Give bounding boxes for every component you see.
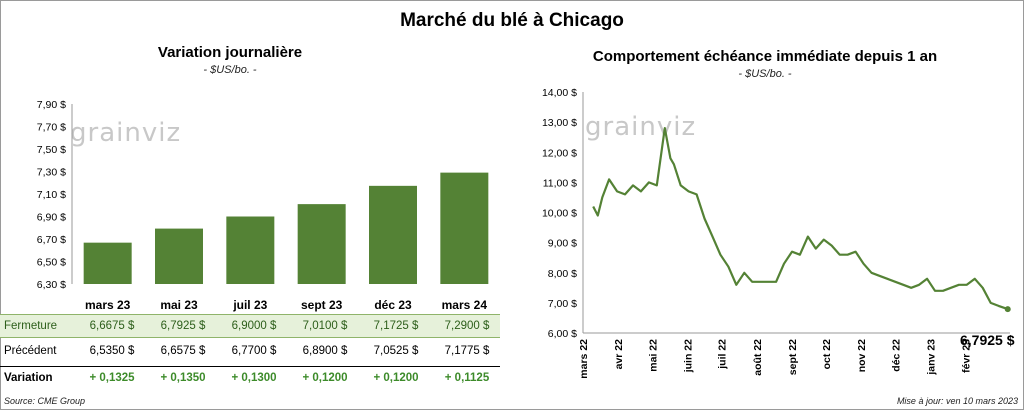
y-tick-label: 13,00 $	[542, 117, 577, 129]
y-tick-label: 7,90 $	[37, 99, 66, 111]
x-tick-label: mars 23	[85, 298, 131, 312]
y-tick-label: 7,10 $	[37, 189, 66, 201]
variation-cell: + 0,1125	[444, 372, 490, 384]
previous-cell: 7,0525 $	[373, 345, 419, 357]
y-tick-label: 7,50 $	[37, 144, 66, 156]
x-tick-label: sept 22	[787, 339, 799, 375]
previous-cell: 6,7700 $	[231, 345, 277, 357]
front-month-line-chart: 14,00 $ 13,00 $ 12,00 $ 11,00 $ 10,00 $ 9,00 …	[542, 87, 1011, 379]
daily-variation-bar-chart: 7,90 $ 7,70 $ 7,50 $ 7,30 $ 7,10 $ 6,90 $ 6,70…	[37, 99, 489, 312]
x-tick-label: juin 22	[682, 339, 694, 373]
x-tick-label: juil 23	[232, 298, 267, 312]
x-tick-label: déc 22	[890, 339, 902, 372]
variation-cell: + 0,1200	[373, 372, 419, 384]
y-tick-label: 12,00 $	[542, 147, 577, 159]
y-tick-label: 7,30 $	[37, 167, 66, 179]
x-tick-label: mai 22	[647, 339, 659, 372]
x-tick-label: mars 24	[442, 298, 488, 312]
x-tick-label: sept 23	[301, 298, 343, 312]
y-tick-label: 6,00 $	[548, 328, 577, 340]
x-tick-label: avr 22	[613, 339, 625, 370]
right-panel-title: Comportement échéance immédiate depuis 1…	[592, 48, 938, 65]
left-panel-title: Variation journalière	[157, 44, 303, 61]
y-tick-label: 7,70 $	[37, 122, 66, 134]
x-tick-label: janv 23	[926, 339, 938, 376]
y-tick-label: 8,00 $	[548, 268, 577, 280]
last-value-label: 6,7925 $	[960, 332, 1015, 348]
y-tick-label: 6,90 $	[37, 212, 66, 224]
price-line	[592, 126, 1009, 311]
y-tick-label: 10,00 $	[542, 208, 577, 220]
close-cell: 7,1725 $	[373, 320, 419, 332]
bar	[83, 242, 132, 284]
x-tick-label: oct 22	[821, 339, 833, 370]
close-cell: 7,2900 $	[444, 320, 490, 332]
bar	[297, 204, 346, 284]
close-cell: 6,9000 $	[231, 320, 277, 332]
row-label-close: Fermeture	[4, 320, 58, 332]
update-note: Mise à jour: ven 10 mars 2023	[896, 396, 1018, 406]
x-tick-label: mars 22	[578, 339, 590, 379]
y-tick-label: 14,00 $	[542, 87, 577, 99]
last-point	[1004, 306, 1011, 313]
x-tick-label: août 22	[752, 339, 764, 376]
grainviz-watermark-right: grainviz	[585, 112, 697, 142]
table-row-close: Fermeture 6,6675 $ 6,7925 $ 6,9000 $ 7,0…	[0, 314, 500, 338]
bar	[226, 216, 275, 284]
y-tick-label: 6,50 $	[37, 257, 66, 269]
right-panel-subtitle: - $US/bo. -	[738, 68, 792, 80]
y-tick-label: 6,30 $	[37, 279, 66, 291]
table-row-previous: Précédent 6,5350 $ 6,6575 $ 6,7700 $ 6,8…	[0, 340, 500, 364]
y-tick-label: 9,00 $	[548, 238, 577, 250]
source-note: Source: CME Group	[4, 396, 86, 406]
previous-cell: 6,5350 $	[89, 345, 135, 357]
close-cell: 6,6675 $	[89, 320, 135, 332]
previous-cell: 7,1775 $	[444, 345, 490, 357]
left-panel-subtitle: - $US/bo. -	[203, 64, 257, 76]
y-tick-label: 11,00 $	[543, 177, 577, 189]
grainviz-watermark-left: grainviz	[70, 118, 182, 148]
row-label-previous: Précédent	[4, 345, 57, 357]
close-cell: 6,7925 $	[160, 320, 206, 332]
previous-cell: 6,8900 $	[302, 345, 348, 357]
variation-cell: + 0,1200	[302, 372, 348, 384]
x-tick-label: févr 23	[961, 339, 973, 373]
y-tick-label: 6,70 $	[37, 234, 66, 246]
variation-cell: + 0,1325	[89, 372, 135, 384]
main-title: Marché du blé à Chicago	[400, 10, 624, 31]
x-tick-label: juil 22	[717, 339, 729, 370]
close-cell: 7,0100 $	[302, 320, 348, 332]
bar	[155, 228, 203, 284]
variation-cell: + 0,1300	[231, 372, 277, 384]
table-row-variation: Variation + 0,1325 + 0,1350 + 0,1300 + 0…	[0, 366, 500, 390]
bar	[440, 172, 489, 284]
y-tick-label: 7,00 $	[548, 298, 577, 310]
previous-cell: 6,6575 $	[160, 345, 206, 357]
bar	[369, 185, 417, 284]
x-tick-label: déc 23	[374, 298, 412, 312]
x-tick-label: nov 22	[856, 339, 868, 372]
row-label-variation: Variation	[4, 372, 53, 384]
x-tick-label: mai 23	[160, 298, 198, 312]
variation-cell: + 0,1350	[160, 372, 206, 384]
